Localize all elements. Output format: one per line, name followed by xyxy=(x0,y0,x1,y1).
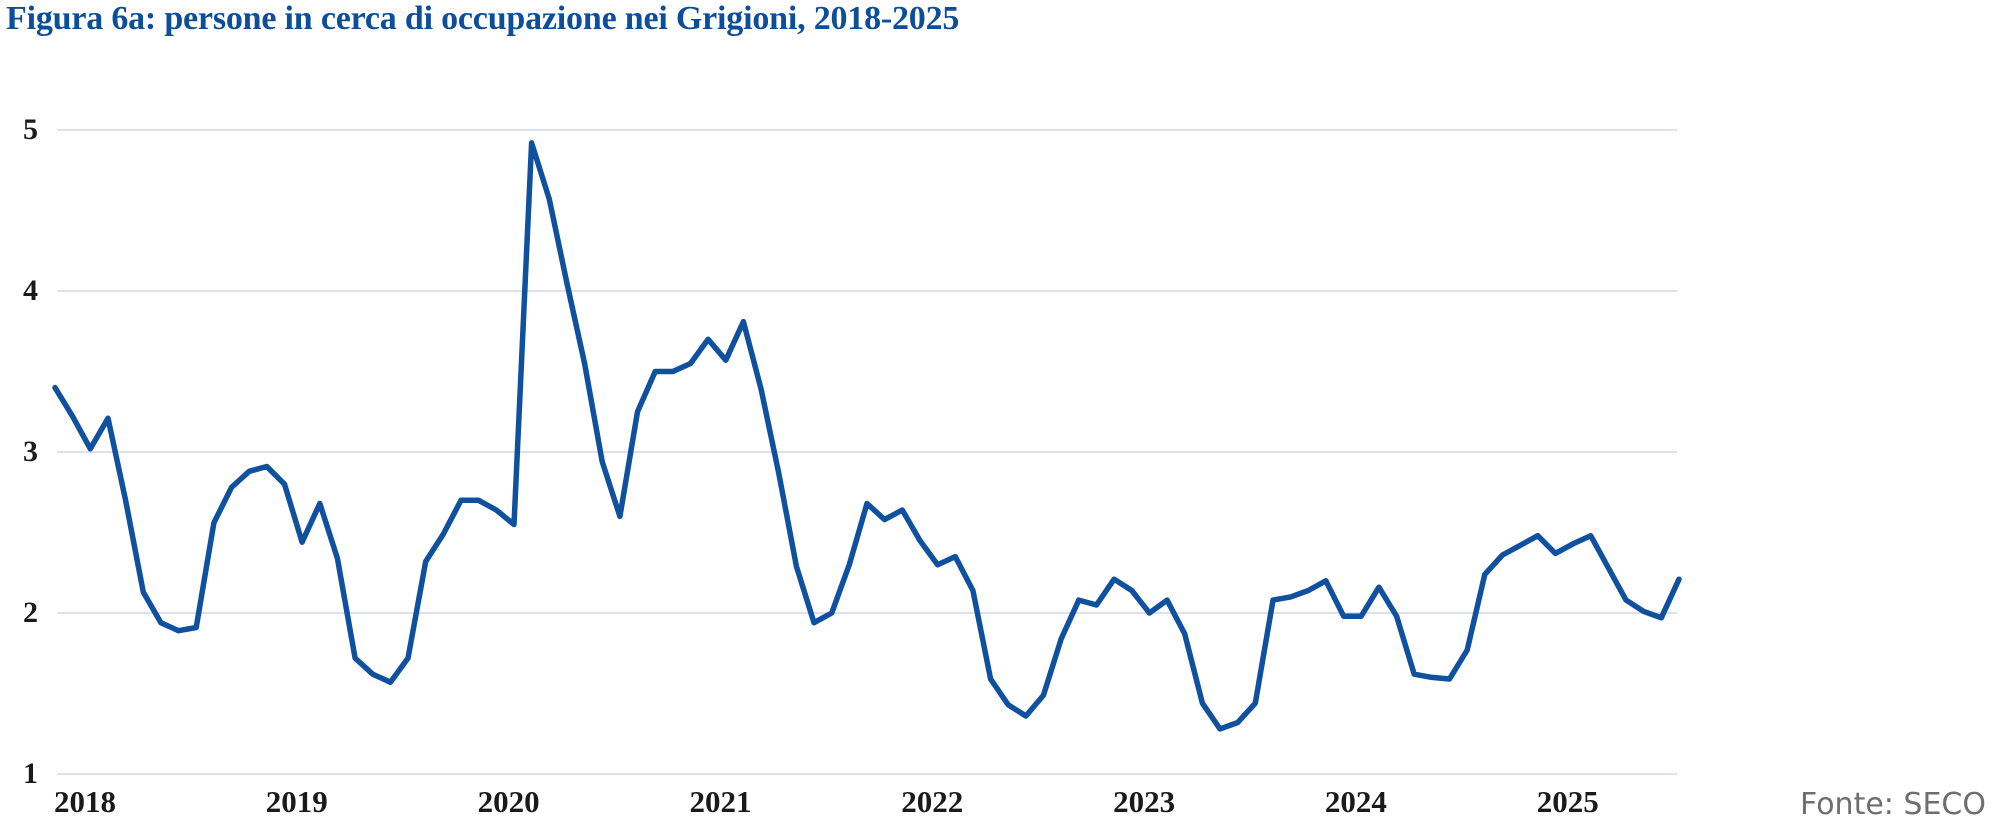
x-tick-label-2025: 2025 xyxy=(1537,784,1599,819)
x-tick-label-2022: 2022 xyxy=(901,784,963,819)
y-tick-label-5: 5 xyxy=(23,113,38,146)
figure-title: Figura 6a: persone in cerca di occupazio… xyxy=(6,0,960,37)
y-tick-label-2: 2 xyxy=(23,596,38,629)
y-tick-label-3: 3 xyxy=(23,435,38,468)
y-tick-label-1: 1 xyxy=(23,757,38,790)
x-tick-label-2023: 2023 xyxy=(1113,784,1175,819)
x-tick-label-2020: 2020 xyxy=(478,784,540,819)
x-tick-label-2019: 2019 xyxy=(266,784,328,819)
source-label: Fonte: SECO xyxy=(1800,787,1986,822)
y-tick-label-4: 4 xyxy=(23,274,38,307)
x-tick-label-2018: 2018 xyxy=(54,784,116,819)
x-tick-label-2021: 2021 xyxy=(690,784,752,819)
jobseekers-line-series xyxy=(52,140,1682,732)
x-tick-label-2024: 2024 xyxy=(1325,784,1387,819)
